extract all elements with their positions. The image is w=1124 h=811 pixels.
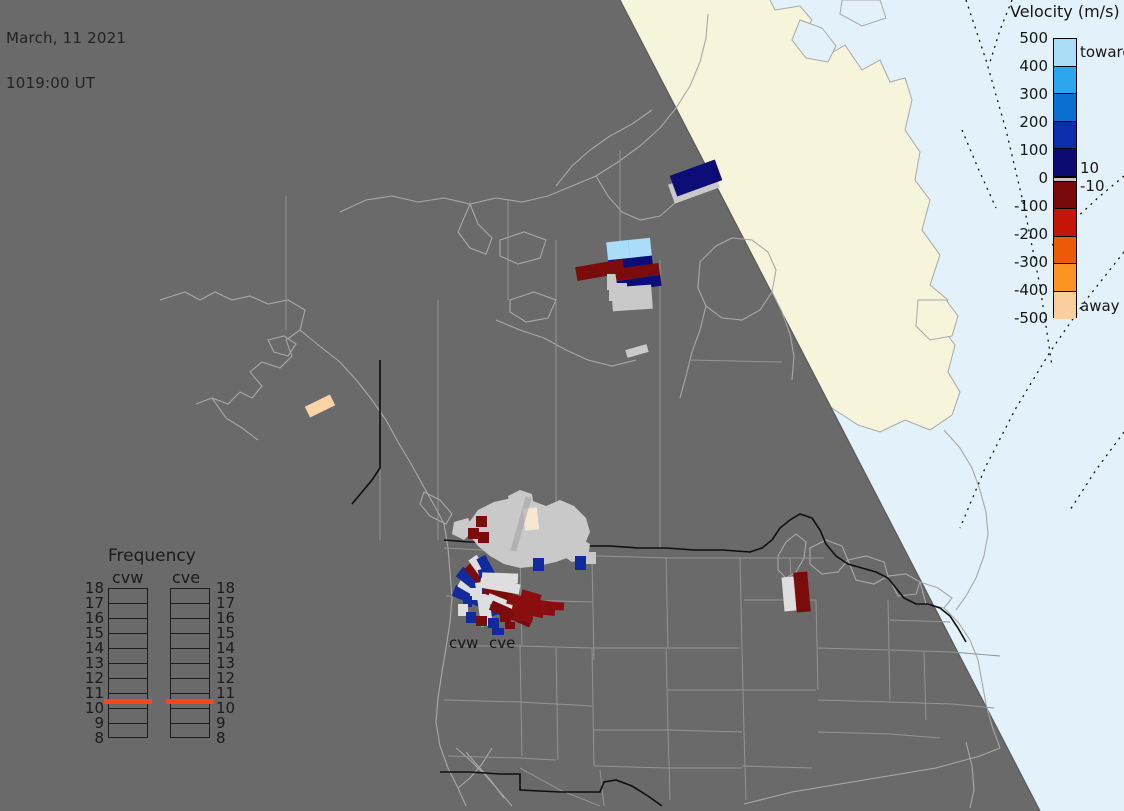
frequency-tick-right-11: 11 [216,684,236,702]
frequency-tick-right-16: 16 [216,609,236,627]
frequency-cell [109,679,147,694]
frequency-cell [109,604,147,619]
frequency-column-header-cve: cve [172,568,201,587]
frequency-tick-right-10: 10 [216,699,236,717]
frequency-tick-right-13: 13 [216,654,236,672]
velocity-band-0 [1054,176,1076,182]
frequency-marker-cve [166,698,214,704]
velocity-tick-0: 0 [1038,169,1048,187]
velocity-band-150 [1054,121,1076,149]
velocity-colorbar [1053,38,1077,319]
velocity-tick--200: -200 [1013,225,1048,243]
frequency-tick-right-15: 15 [216,624,236,642]
site-label-cve: cve [489,634,516,652]
frequency-marker-cvw [104,698,152,704]
velocity-tick-100: 100 [1019,141,1048,159]
frequency-tick-left-17: 17 [84,594,104,612]
frequency-tick-left-15: 15 [84,624,104,642]
velocity-toward-label: toward [1080,43,1124,61]
frequency-cell [171,709,209,724]
velocity-band-450 [1054,39,1076,67]
timestamp-block: March, 11 2021 1019:00 UT [6,1,126,121]
frequency-cell [171,724,209,739]
velocity-band-350 [1054,66,1076,94]
beam-fan-cvw-cve [451,554,565,635]
velocity-tick--300: -300 [1013,253,1048,271]
terminator-line [619,0,1041,811]
frequency-tick-right-18: 18 [216,579,236,597]
velocity-plus10-label: 10 [1080,159,1100,177]
frequency-tick-right-17: 17 [216,594,236,612]
velocity-away-label: away [1080,297,1120,315]
velocity-tick-500: 500 [1019,29,1048,47]
timestamp-date: March, 11 2021 [6,29,127,47]
frequency-cell [109,619,147,634]
frequency-tick-left-18: 18 [84,579,104,597]
frequency-bar-cve [170,588,210,738]
frequency-tick-left-14: 14 [84,639,104,657]
frequency-cell [171,619,209,634]
velocity-band--55 [1054,181,1076,209]
frequency-legend-title: Frequency [108,546,196,566]
site-label-cvw: cvw [449,634,479,652]
velocity-legend: Velocity (m/s) 500 400 300 200 100 0 -100 -200 -… [952,0,1124,340]
day-island [915,299,959,341]
frequency-cell [171,589,209,604]
frequency-tick-right-12: 12 [216,669,236,687]
frequency-cell [109,694,147,709]
frequency-tick-left-13: 13 [84,654,104,672]
frequency-cell [171,694,209,709]
frequency-tick-left-9: 9 [94,714,104,732]
frequency-legend: Frequency cvw cve 18 18 17 17 16 16 15 15 14 14 13… [85,546,266,786]
frequency-cell [109,724,147,739]
frequency-tick-left-11: 11 [84,684,104,702]
frequency-tick-right-8: 8 [216,729,226,747]
velocity-band-250 [1054,94,1076,122]
velocity-minus10-label: -10 [1080,177,1105,195]
frequency-tick-left-16: 16 [84,609,104,627]
velocity-legend-title: Velocity (m/s) [1010,2,1120,21]
coastlines [159,13,1001,809]
frequency-tick-left-8: 8 [94,729,104,747]
frequency-cell [171,634,209,649]
frequency-tick-right-9: 9 [216,714,226,732]
frequency-column-header-cvw: cvw [112,568,144,587]
ground-scatter-region [452,490,590,568]
frequency-cell [109,664,147,679]
velocity-tick-labels: 500 400 300 200 100 0 -100 -200 -300 -400 -500 [972,0,1048,340]
velocity-tick--500: -500 [1013,309,1048,327]
velocity-band--450 [1054,291,1076,319]
velocity-band--350 [1054,264,1076,292]
frequency-tick-left-10: 10 [84,699,104,717]
frequency-cell [109,649,147,664]
velocity-side-labels: toward 10-10 away [1080,0,1124,340]
frequency-cell [171,604,209,619]
frequency-cell [171,649,209,664]
frequency-bar-cvw [108,588,148,738]
timestamp-time: 1019:00 UT [6,74,96,92]
day-inlet-2 [839,0,887,27]
velocity-tick-400: 400 [1019,57,1048,75]
day-inlet [791,19,837,63]
velocity-tick--100: -100 [1013,197,1048,215]
frequency-cell [109,709,147,724]
frequency-cell [171,664,209,679]
velocity-tick-300: 300 [1019,85,1048,103]
frequency-tick-left-12: 12 [84,669,104,687]
frequency-cell [109,634,147,649]
velocity-tick--400: -400 [1013,281,1048,299]
frequency-tick-right-14: 14 [216,639,236,657]
velocity-band-55 [1054,149,1076,177]
radar-velocity-cells [304,159,811,635]
velocity-band--250 [1054,236,1076,264]
frequency-cell [109,589,147,604]
velocity-tick-200: 200 [1019,113,1048,131]
velocity-band--150 [1054,209,1076,237]
frequency-cell [171,679,209,694]
